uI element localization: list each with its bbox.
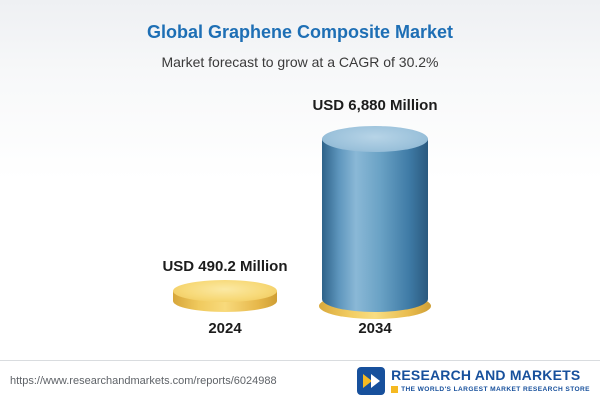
bar-2024-top — [173, 280, 277, 302]
brand-name: RESEARCH AND MARKETS — [391, 367, 581, 384]
tagline-row: THE WORLD'S LARGEST MARKET RESEARCH STOR… — [391, 386, 590, 393]
category-label-2034: 2034 — [358, 320, 392, 337]
chart-title: Global Graphene Composite Market — [146, 22, 454, 42]
bar-2034 — [319, 126, 431, 319]
researchandmarkets-logo-icon — [357, 366, 386, 395]
footer-bar: https://www.researchandmarkets.com/repor… — [0, 360, 600, 400]
bar-2034-bottom — [322, 286, 428, 312]
logo-text: RESEARCH AND MARKETS THE WORLD'S LARGEST… — [391, 367, 590, 393]
chart-subtitle: Market forecast to grow at a CAGR of 30.… — [161, 54, 439, 70]
researchandmarkets-logo: RESEARCH AND MARKETS THE WORLD'S LARGEST… — [357, 366, 590, 395]
report-url: https://www.researchandmarkets.com/repor… — [10, 374, 277, 387]
category-label-2024: 2024 — [208, 320, 242, 337]
bar-2024 — [173, 280, 277, 312]
value-label-2034: USD 6,880 Million — [312, 97, 438, 114]
bar-2034-top — [322, 126, 428, 152]
bar-2034-body — [322, 139, 428, 299]
tagline-bullet-icon — [391, 385, 399, 393]
brand-tagline: THE WORLD'S LARGEST MARKET RESEARCH STOR… — [401, 385, 590, 393]
value-label-2024: USD 490.2 Million — [162, 258, 288, 275]
